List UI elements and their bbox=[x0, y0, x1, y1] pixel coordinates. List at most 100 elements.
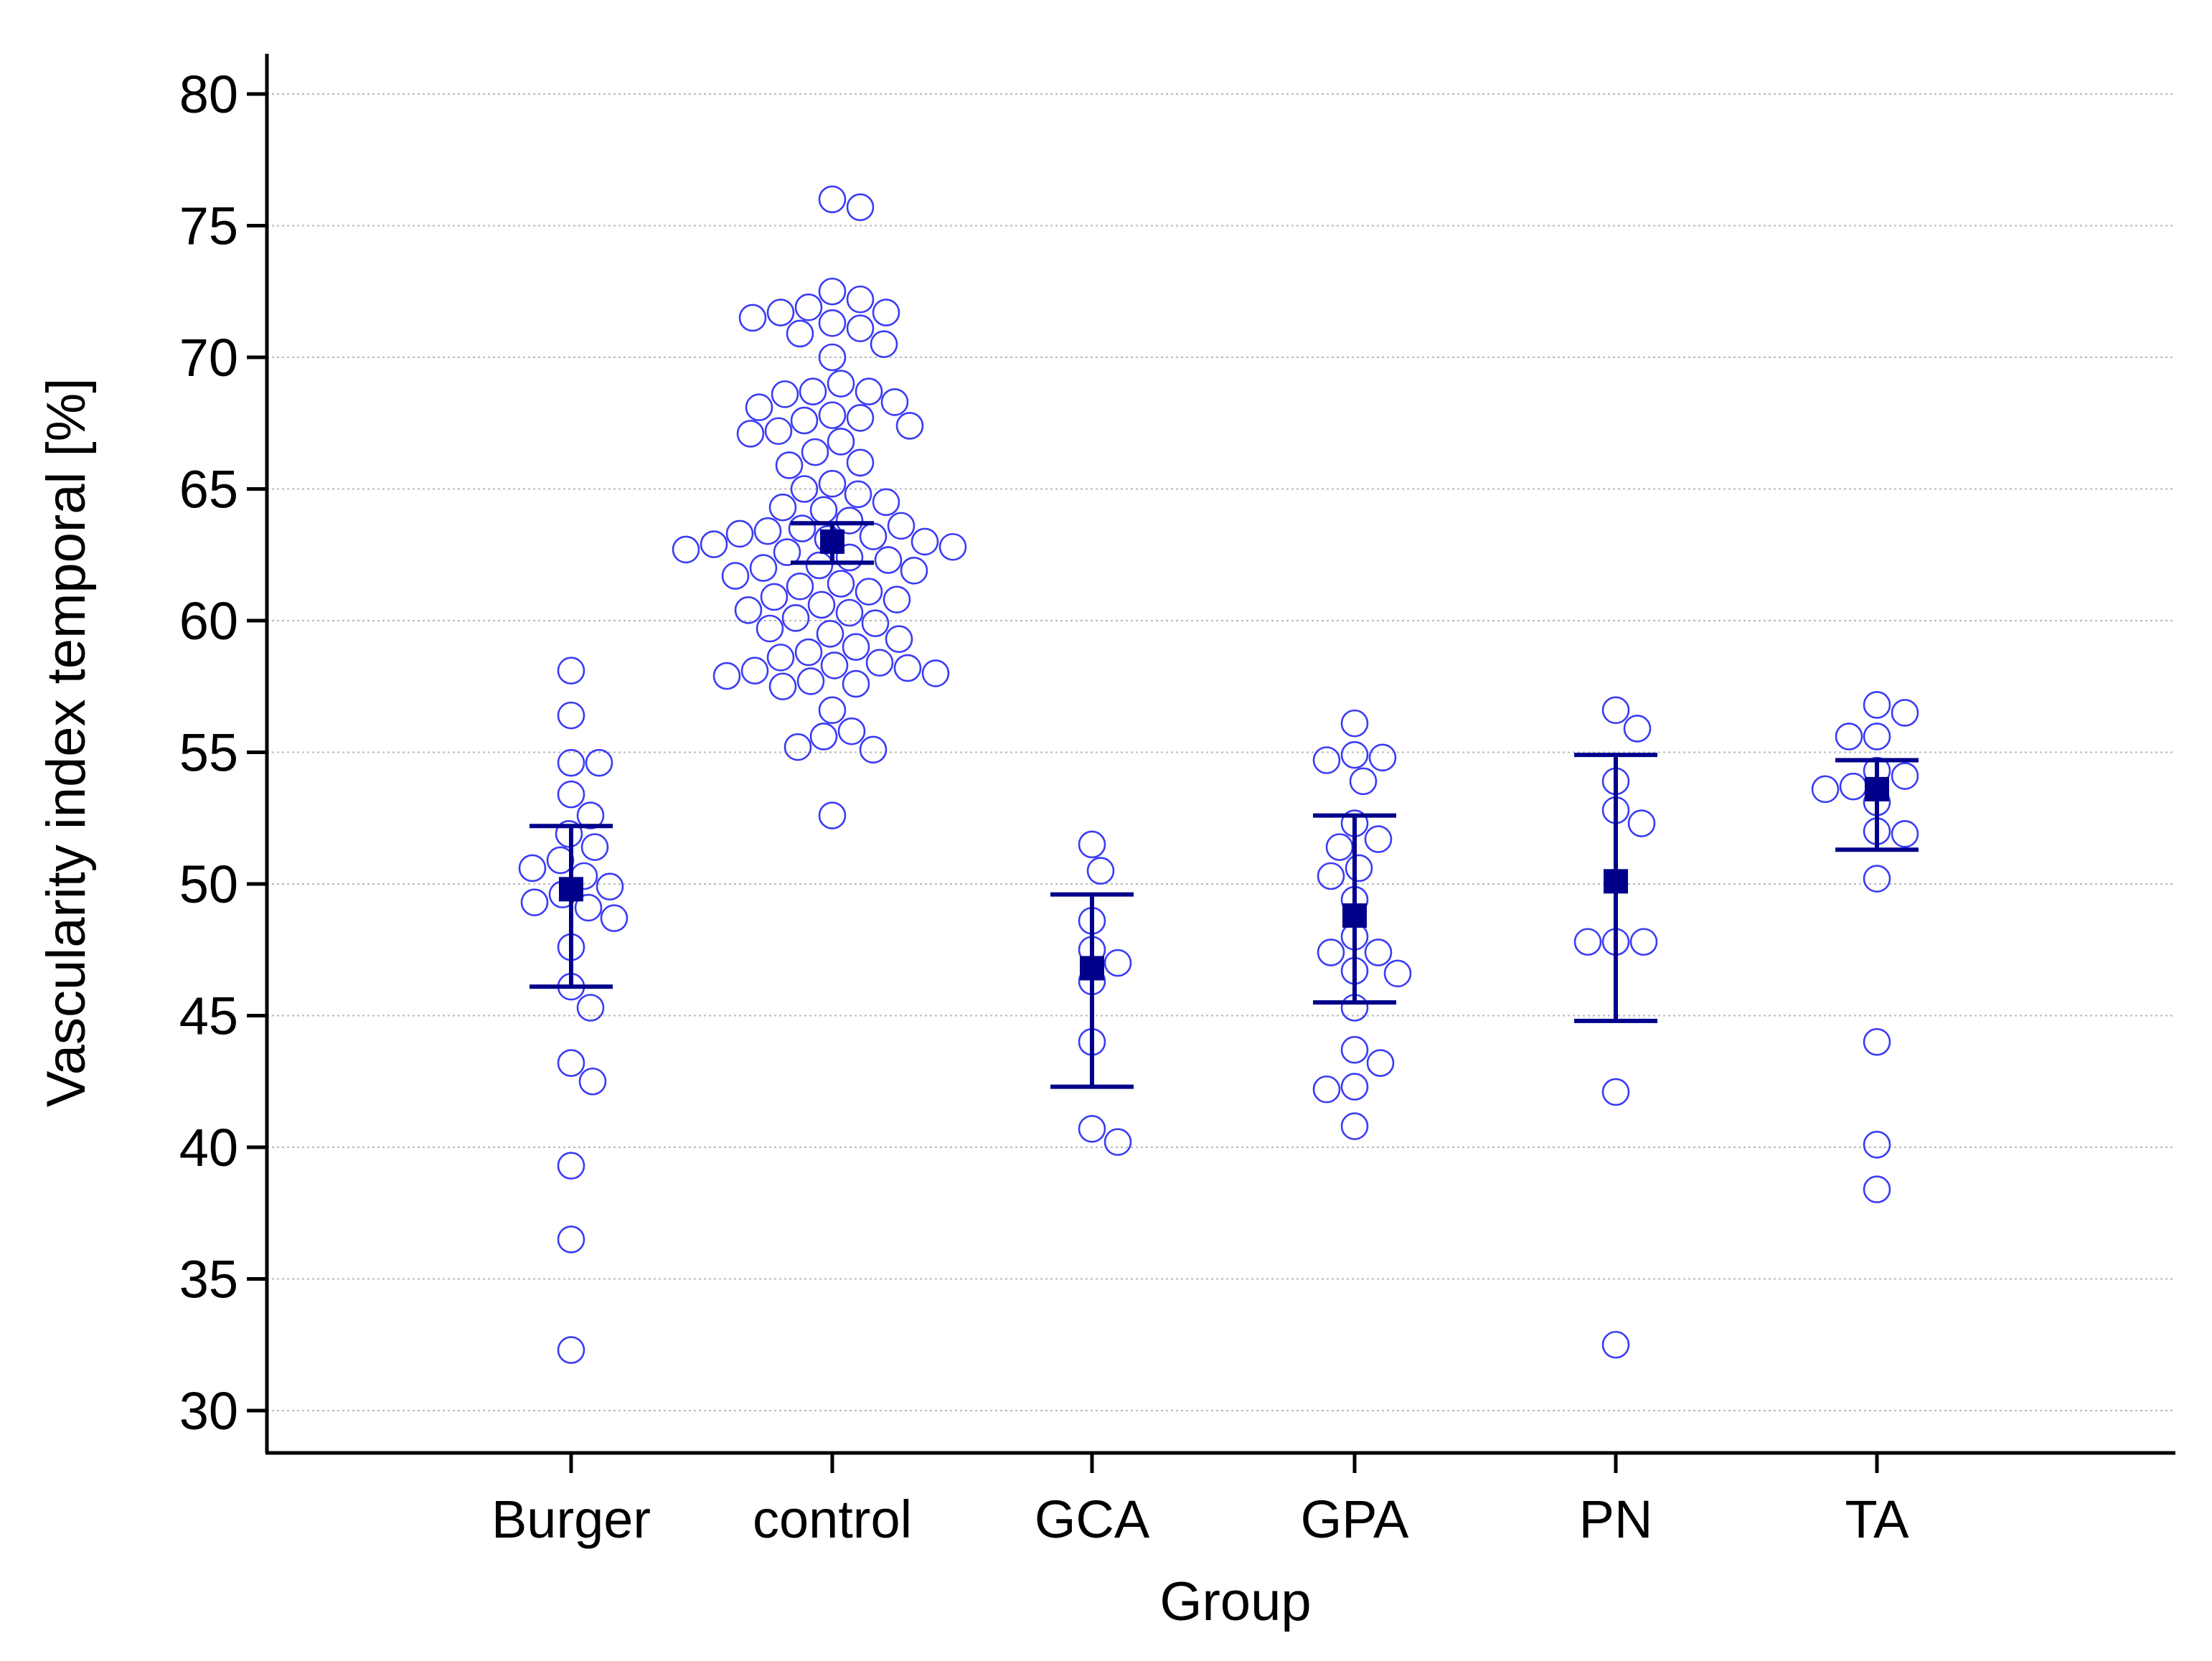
data-point bbox=[846, 404, 875, 432]
data-point bbox=[1383, 959, 1412, 988]
data-point bbox=[576, 801, 605, 829]
data-point bbox=[818, 309, 847, 337]
data-point bbox=[596, 872, 624, 900]
data-point bbox=[756, 614, 784, 643]
y-tick-label: 55 bbox=[179, 723, 238, 783]
data-point bbox=[861, 609, 890, 637]
data-point bbox=[1835, 723, 1863, 750]
data-point bbox=[766, 298, 795, 326]
data-point bbox=[1349, 767, 1378, 796]
data-point bbox=[1078, 1115, 1106, 1143]
y-axis-title: Vascularity index temporal [%] bbox=[36, 378, 97, 1108]
data-point bbox=[910, 527, 939, 556]
mean-marker bbox=[1604, 869, 1628, 894]
data-point bbox=[1103, 1128, 1132, 1156]
y-tick-label: 65 bbox=[179, 460, 238, 519]
data-point bbox=[788, 514, 816, 542]
data-point bbox=[672, 535, 700, 564]
data-point bbox=[921, 659, 950, 687]
data-point bbox=[1573, 928, 1602, 956]
data-point bbox=[749, 554, 778, 582]
data-point bbox=[790, 475, 819, 503]
data-point bbox=[1345, 854, 1373, 883]
y-tick-label: 45 bbox=[179, 987, 238, 1046]
mean-marker bbox=[1080, 956, 1104, 981]
data-point bbox=[1366, 1049, 1395, 1077]
data-point bbox=[1340, 709, 1369, 738]
data-point bbox=[745, 393, 773, 422]
data-point bbox=[783, 733, 812, 761]
data-point bbox=[781, 604, 810, 632]
y-tick-label: 60 bbox=[179, 591, 238, 651]
data-point bbox=[1811, 775, 1840, 804]
data-point bbox=[725, 519, 754, 548]
data-point bbox=[1086, 857, 1115, 885]
data-point bbox=[740, 657, 769, 685]
data-point bbox=[1863, 1175, 1891, 1204]
data-point bbox=[1103, 949, 1132, 977]
data-point bbox=[1863, 1131, 1891, 1159]
data-point bbox=[872, 488, 900, 517]
data-point bbox=[1891, 762, 1919, 790]
data-point bbox=[818, 801, 847, 829]
data-point bbox=[818, 469, 847, 498]
x-tick-label: control bbox=[753, 1490, 912, 1549]
data-point bbox=[865, 649, 894, 677]
data-point bbox=[700, 530, 728, 558]
y-tick-label: 40 bbox=[179, 1118, 238, 1177]
y-tick-label: 35 bbox=[179, 1250, 238, 1309]
data-point bbox=[794, 638, 823, 667]
data-point bbox=[1340, 1035, 1369, 1064]
data-point bbox=[885, 625, 913, 653]
y-axis-ticks: 30 35 40 45 50 55 60 65 70 75 80 bbox=[179, 65, 267, 1441]
x-tick-label: Burger bbox=[491, 1490, 651, 1549]
data-point bbox=[736, 420, 765, 448]
data-point bbox=[1891, 699, 1919, 727]
data-point bbox=[835, 598, 864, 627]
mean-ci-markers bbox=[530, 521, 1919, 1089]
x-axis-title: Group bbox=[1159, 1571, 1311, 1632]
x-tick-label: GPA bbox=[1301, 1490, 1409, 1549]
data-point bbox=[880, 388, 909, 416]
data-point bbox=[1863, 723, 1891, 750]
data-point bbox=[1340, 740, 1369, 769]
data-point bbox=[753, 517, 782, 545]
data-point bbox=[842, 669, 870, 698]
data-point bbox=[1317, 938, 1345, 966]
x-tick-label: TA bbox=[1845, 1490, 1909, 1549]
data-point bbox=[818, 185, 847, 214]
data-point bbox=[766, 644, 795, 672]
data-point bbox=[835, 507, 864, 535]
data-point bbox=[1863, 691, 1891, 719]
data-point bbox=[557, 748, 585, 777]
data-point bbox=[859, 735, 888, 764]
data-point bbox=[1863, 865, 1891, 893]
data-point bbox=[557, 780, 585, 809]
data-point bbox=[1839, 772, 1868, 801]
data-point bbox=[846, 285, 875, 314]
gridlines bbox=[267, 93, 2175, 1411]
mean-marker bbox=[1865, 776, 1889, 801]
data-point bbox=[809, 496, 838, 524]
data-point bbox=[874, 546, 903, 574]
data-point bbox=[827, 370, 855, 398]
data-point bbox=[600, 904, 629, 933]
data-points bbox=[518, 185, 1919, 1364]
data-point bbox=[794, 293, 823, 321]
data-point bbox=[760, 583, 789, 611]
data-point bbox=[790, 406, 819, 435]
mean-marker bbox=[559, 877, 583, 902]
data-point bbox=[557, 657, 585, 685]
data-point bbox=[578, 1067, 607, 1096]
data-point bbox=[738, 304, 767, 332]
data-point bbox=[846, 193, 875, 222]
data-point bbox=[883, 585, 911, 613]
y-tick-label: 80 bbox=[179, 65, 238, 124]
data-point bbox=[835, 543, 864, 572]
data-point bbox=[818, 401, 847, 430]
data-point bbox=[842, 633, 870, 662]
data-point bbox=[872, 298, 900, 326]
data-point bbox=[773, 538, 801, 566]
data-point bbox=[801, 438, 829, 466]
y-tick-label: 30 bbox=[179, 1381, 238, 1441]
